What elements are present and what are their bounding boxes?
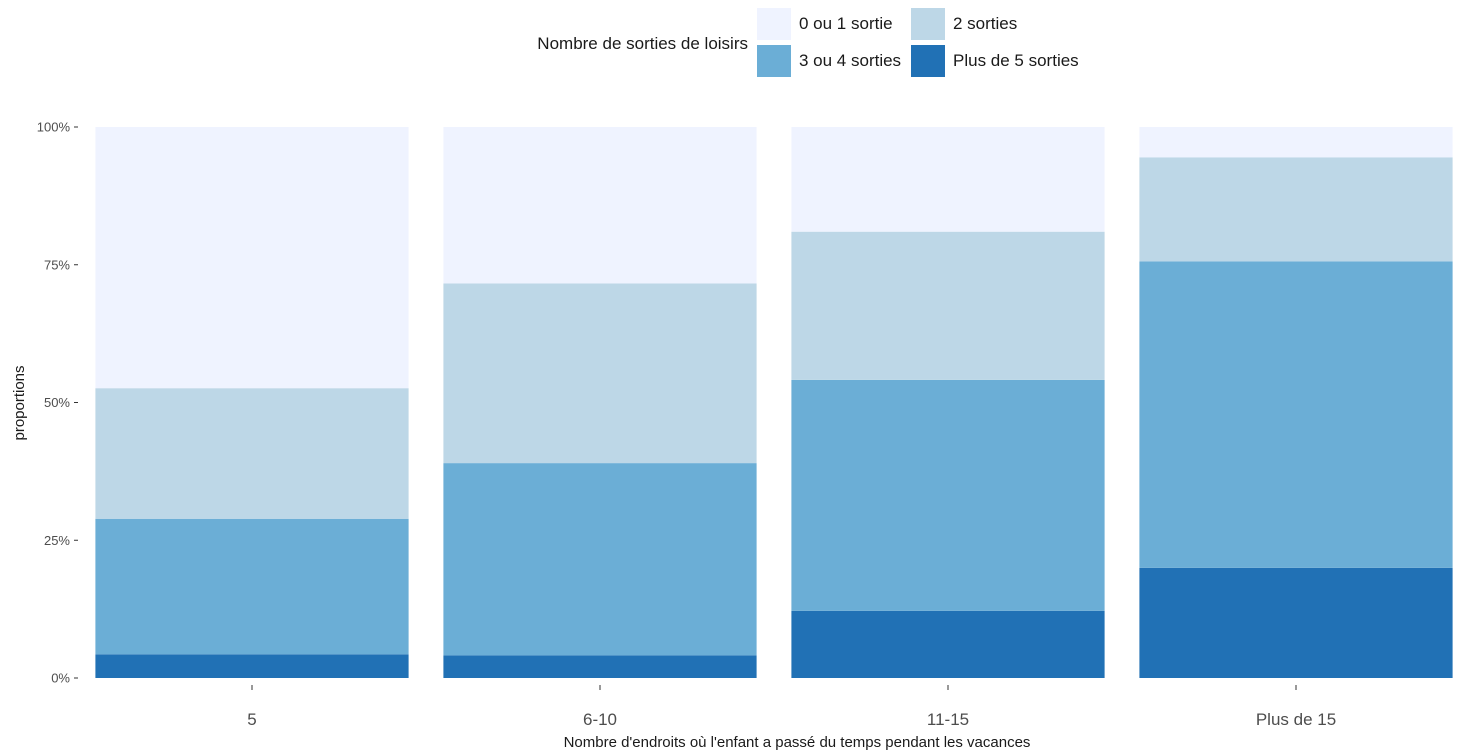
legend-swatch: [911, 8, 945, 40]
y-axis-title: proportions: [11, 365, 28, 440]
legend-item: 3 ou 4 sorties: [757, 45, 901, 77]
bar-segment: [1139, 127, 1453, 158]
x-tick-label: 5: [247, 710, 256, 729]
x-axis: 5 6-10 11-15 Plus de 15: [247, 685, 1336, 729]
y-axis: 0% 25% 50% 75% 100%: [37, 120, 78, 686]
x-tick-label: 11-15: [927, 710, 969, 729]
bar-segment: [1139, 261, 1453, 568]
y-tick-label: 25%: [44, 533, 70, 548]
legend-label: 2 sorties: [953, 14, 1017, 33]
y-tick-label: 100%: [37, 120, 71, 135]
bar-segment: [95, 127, 409, 389]
bar-segment: [443, 463, 757, 656]
bar-segment: [443, 283, 757, 464]
legend-item: 2 sorties: [911, 8, 1017, 40]
bar-segment: [95, 654, 409, 678]
legend: Nombre de sorties de loisirs 0 ou 1 sort…: [537, 8, 1079, 77]
bar-segment: [791, 127, 1105, 232]
bars: [95, 127, 1453, 678]
legend-item: Plus de 5 sorties: [911, 45, 1079, 77]
legend-label: 0 ou 1 sortie: [799, 14, 893, 33]
legend-label: Plus de 5 sorties: [953, 51, 1079, 70]
bar-segment: [95, 388, 409, 519]
y-tick-label: 75%: [44, 257, 70, 272]
x-tick-label: Plus de 15: [1256, 710, 1336, 729]
bar-segment: [443, 655, 757, 678]
bar-segment: [95, 518, 409, 655]
bar-segment: [443, 127, 757, 284]
x-tick-label: 6-10: [583, 710, 617, 729]
bar-segment: [1139, 157, 1453, 262]
legend-title: Nombre de sorties de loisirs: [537, 34, 748, 53]
legend-label: 3 ou 4 sorties: [799, 51, 901, 70]
y-tick-label: 0%: [51, 671, 70, 686]
bar-segment: [791, 231, 1105, 380]
bar-segment: [1139, 567, 1453, 678]
legend-item: 0 ou 1 sortie: [757, 8, 893, 40]
legend-swatch: [757, 45, 791, 77]
legend-swatch: [911, 45, 945, 77]
y-tick-label: 50%: [44, 395, 70, 410]
bar-segment: [791, 379, 1105, 611]
legend-swatch: [757, 8, 791, 40]
bar-segment: [791, 610, 1105, 678]
x-axis-title: Nombre d'endroits où l'enfant a passé du…: [564, 734, 1031, 751]
